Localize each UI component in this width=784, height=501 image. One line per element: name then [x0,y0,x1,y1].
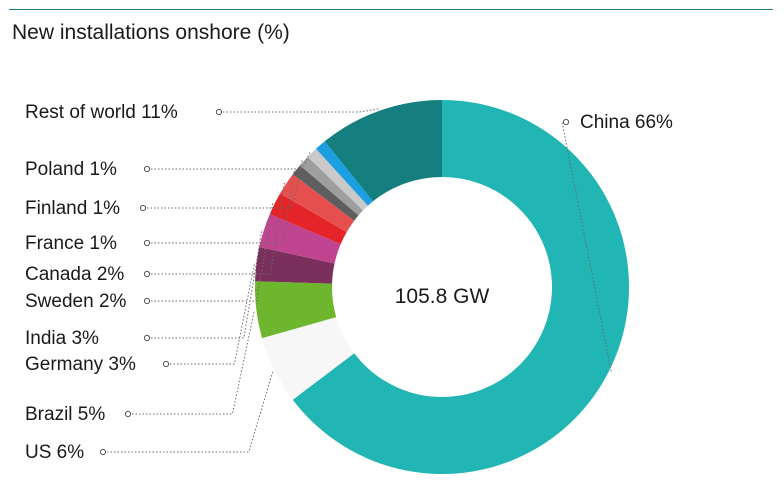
leader-line-us [107,371,274,453]
slice-label-brazil: Brazil 5% [25,404,105,425]
leader-line-france [151,168,296,244]
leader-dot-brazil [124,410,132,418]
slice-us [262,317,355,400]
slice-brazil [255,281,337,339]
leader-line-china [561,121,612,372]
leader-line-poland [151,151,311,170]
slice-label-china: China 66% [580,112,673,133]
slice-germany [255,246,335,284]
leader-dot-us [99,448,107,456]
leader-dot-china [562,118,570,126]
leader-dot-finland [139,204,147,212]
slice-poland [307,148,368,211]
donut-slices [255,100,629,474]
leader-line-india [151,229,263,339]
center-total-label: 105.8 GW [395,285,490,308]
leader-dot-rest-of-world [215,108,223,116]
slice-india [259,214,341,264]
leader-dot-poland [143,165,151,173]
chart-title: New installations onshore (%) [12,21,290,44]
slice-label-finland: Finland 1% [25,198,120,219]
leader-lines [99,108,612,456]
leader-dot-france [143,239,151,247]
leader-line-germany [170,263,255,365]
top-rule [9,9,773,10]
leader-dot-india [143,334,151,342]
leader-line-canada [151,182,285,275]
slice-label-india: India 3% [25,328,99,349]
slice-label-canada: Canada 2% [25,264,124,285]
leader-line-brazil [132,310,255,415]
slice-finland [299,156,364,216]
slice-label-france: France 1% [25,233,117,254]
slice-label-rest-of-world: Rest of world 11% [25,102,178,123]
leader-line-rest-of-world [223,108,380,113]
slice-label-us: US 6% [25,442,84,463]
slice-label-germany: Germany 3% [25,354,136,375]
slice-other [316,141,374,206]
slice-france [292,165,359,221]
leader-dot-canada [143,270,151,278]
slice-labels: China 66% US 6% Brazil 5% Germany 3% India 3… [25,102,673,463]
slice-rest-of-world [324,100,442,202]
leader-dot-sweden [143,297,151,305]
slice-china [292,100,629,474]
slice-label-sweden: Sweden 2% [25,291,127,312]
slice-canada [280,174,355,232]
leader-line-sweden [151,202,274,302]
leader-dot-germany [162,360,170,368]
slice-label-poland: Poland 1% [25,159,117,180]
